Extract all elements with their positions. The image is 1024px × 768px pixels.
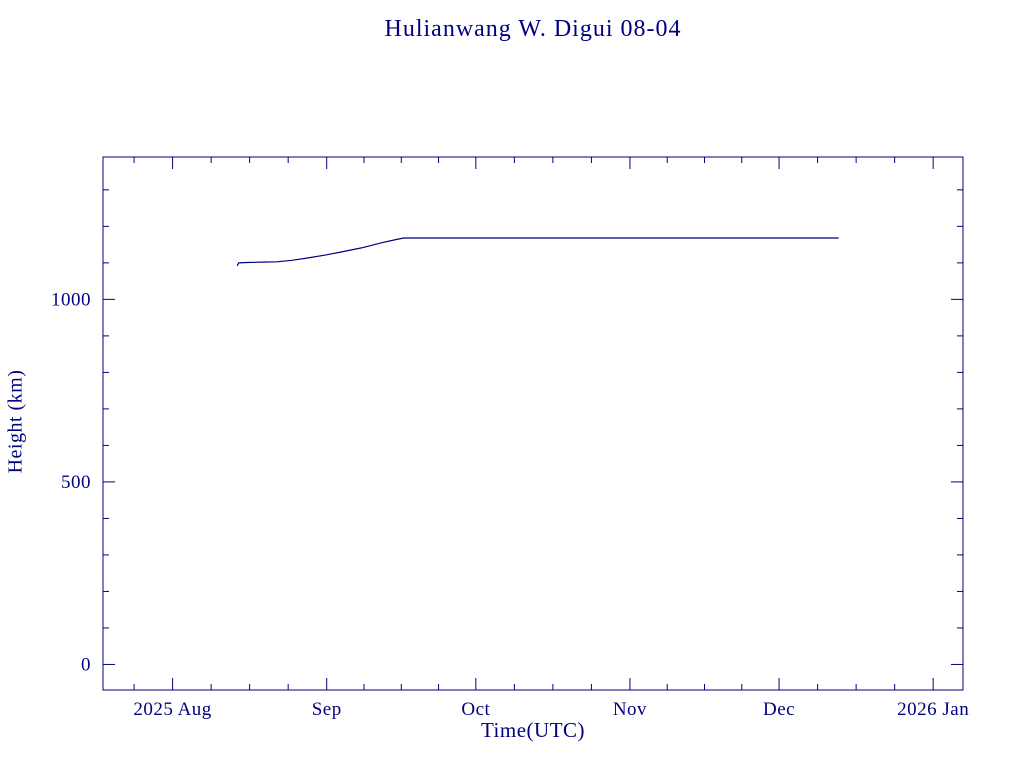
y-tick-label: 1000 [51,289,91,310]
x-tick-label: Nov [613,699,647,720]
y-tick-label: 0 [81,654,91,675]
data-line-predicted-orbit-height [236,237,839,267]
x-tick-label: Oct [461,699,490,720]
chart-title: Hulianwang W. Digui 08-04 [384,16,682,42]
y-tick-label: 500 [61,472,91,493]
x-axis-label: Time(UTC) [480,718,586,742]
plot-frame [102,156,964,691]
x-tick-label: Sep [312,699,342,720]
x-tick-label: 2026 Jan [897,699,969,720]
x-tick-label: 2025 Aug [133,699,211,720]
y-axis-label: Height (km) [4,369,27,474]
x-tick-label: Dec [763,699,795,720]
